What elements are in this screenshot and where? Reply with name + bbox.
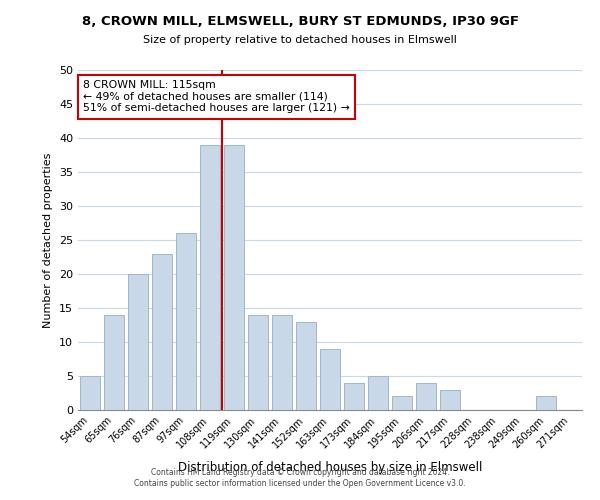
Text: 8 CROWN MILL: 115sqm
← 49% of detached houses are smaller (114)
51% of semi-deta: 8 CROWN MILL: 115sqm ← 49% of detached h…	[83, 80, 350, 114]
Bar	[104, 315, 124, 410]
Bar	[176, 233, 196, 410]
Bar	[416, 383, 436, 410]
Bar	[368, 376, 388, 410]
Bar	[80, 376, 100, 410]
Bar	[272, 315, 292, 410]
Text: Contains HM Land Registry data © Crown copyright and database right 2024.
Contai: Contains HM Land Registry data © Crown c…	[134, 468, 466, 487]
Bar	[392, 396, 412, 410]
Bar	[248, 315, 268, 410]
Text: 8, CROWN MILL, ELMSWELL, BURY ST EDMUNDS, IP30 9GF: 8, CROWN MILL, ELMSWELL, BURY ST EDMUNDS…	[82, 15, 518, 28]
X-axis label: Distribution of detached houses by size in Elmswell: Distribution of detached houses by size …	[178, 461, 482, 474]
Bar	[152, 254, 172, 410]
Bar	[536, 396, 556, 410]
Bar	[128, 274, 148, 410]
Bar	[200, 145, 220, 410]
Y-axis label: Number of detached properties: Number of detached properties	[43, 152, 53, 328]
Bar	[344, 383, 364, 410]
Bar	[224, 145, 244, 410]
Bar	[296, 322, 316, 410]
Bar	[440, 390, 460, 410]
Bar	[320, 349, 340, 410]
Text: Size of property relative to detached houses in Elmswell: Size of property relative to detached ho…	[143, 35, 457, 45]
